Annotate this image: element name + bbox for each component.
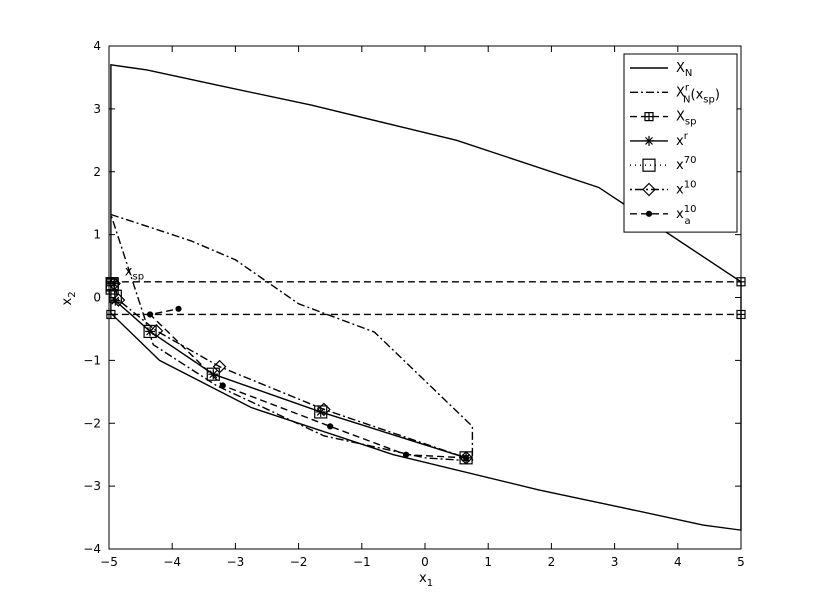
data-point [464,455,469,460]
data-point [328,424,333,429]
x-tick-label: −2 [290,555,308,569]
x-tick-label: −3 [227,555,245,569]
x-tick-label: 0 [421,555,429,569]
y-tick-label: 4 [93,39,101,53]
x-tick-label: 2 [548,555,556,569]
y-tick-label: 0 [93,291,101,305]
x-tick-label: 1 [484,555,492,569]
y-tick-label: 1 [93,228,101,242]
y-tick-label: −4 [83,542,101,556]
data-point [404,452,409,457]
data-point [176,306,181,311]
data-point [148,312,153,317]
x-tick-label: 5 [737,555,745,569]
y-tick-label: −2 [83,416,101,430]
x-tick-label: −5 [100,555,118,569]
y-tick-label: −3 [83,479,101,493]
legend-marker [647,211,652,216]
y-axis-label: x2 [60,291,78,305]
x-tick-label: 3 [611,555,619,569]
y-tick-label: 2 [93,165,101,179]
y-tick-label: −1 [83,353,101,367]
x-axis-label: x1 [419,571,433,589]
x-tick-label: −4 [163,555,181,569]
x-tick-label: 4 [674,555,682,569]
y-tick-label: 3 [93,102,101,116]
x-tick-label: −1 [353,555,371,569]
data-point [220,383,225,388]
